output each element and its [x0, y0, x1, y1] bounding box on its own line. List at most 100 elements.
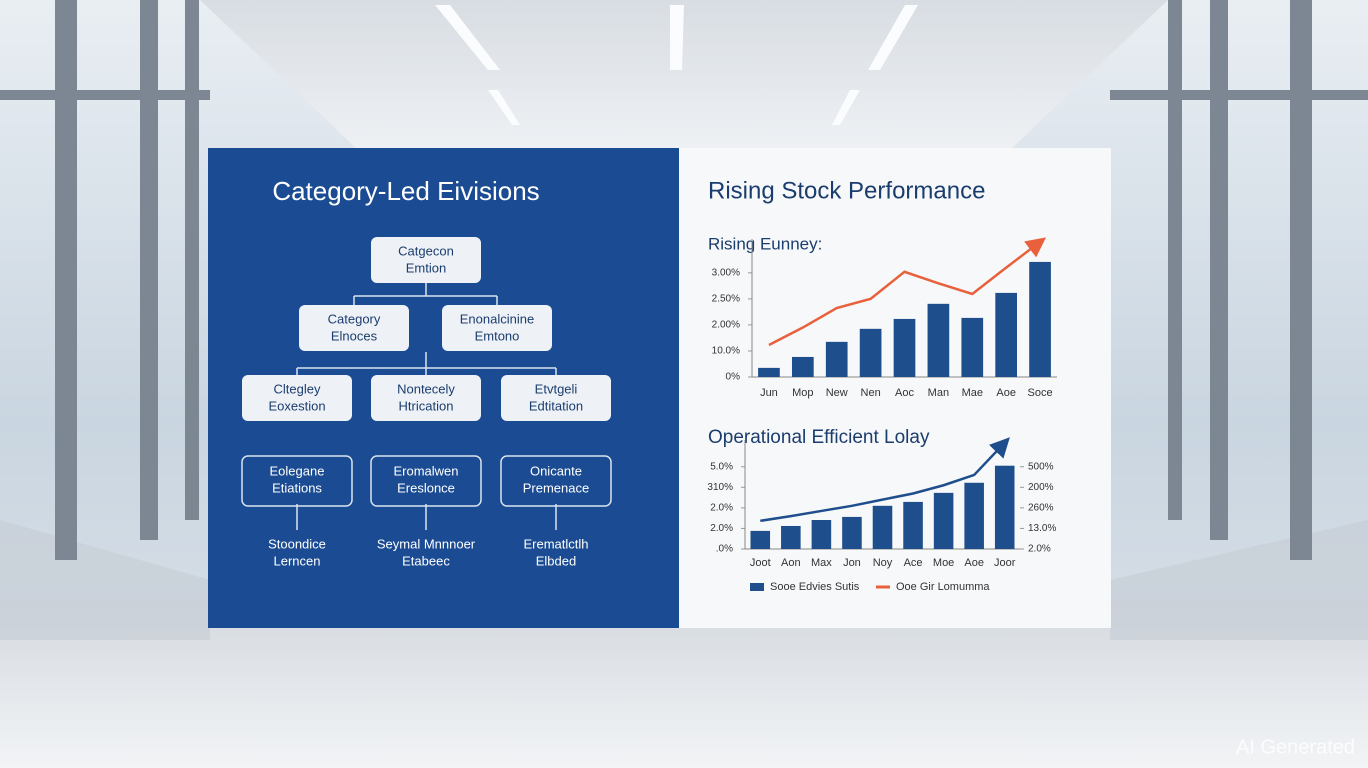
- node-label: Eoxestion: [268, 398, 325, 413]
- leaf-label: Erematlctlh: [523, 536, 588, 551]
- line: [760, 437, 1010, 523]
- watermark: AI Generated: [1236, 736, 1355, 758]
- node-box: [501, 375, 611, 421]
- bar: [961, 317, 984, 377]
- node-box: [442, 305, 552, 351]
- bar: [825, 341, 848, 377]
- node-label: Eromalwen: [393, 463, 458, 478]
- diagram-title: Category-Led Eivisions: [272, 176, 539, 206]
- leaf-label: Seymal Mnnnoer: [377, 536, 476, 551]
- bar: [1029, 261, 1051, 377]
- leaf-label: Elbded: [536, 553, 576, 568]
- node-label: Etvtgeli: [535, 381, 578, 396]
- bar: [872, 505, 893, 549]
- legend-label: Ooe Gir Lomumma: [896, 581, 990, 593]
- node-label: Ereslonce: [397, 480, 455, 495]
- x-tick-label: Mae: [962, 387, 983, 399]
- x-tick-label: Aoc: [895, 387, 914, 399]
- x-tick-label: Nen: [861, 387, 881, 399]
- node-box: [371, 237, 481, 283]
- node-label: Emtion: [406, 260, 446, 275]
- y2-tick-label: 2.0%: [1028, 544, 1051, 555]
- x-tick-label: Jon: [843, 557, 861, 569]
- node-box: [299, 305, 409, 351]
- connectors: [296, 283, 557, 530]
- y-tick-label: 2.00%: [712, 320, 740, 331]
- node-label: Htrication: [399, 398, 454, 413]
- node-box: [370, 455, 482, 507]
- y-tick-label: 310%: [707, 482, 733, 493]
- ceiling: [200, 0, 1168, 150]
- bar: [791, 356, 814, 377]
- y-tick-label: 0%: [726, 372, 741, 383]
- x-tick-label: Aoe: [996, 387, 1016, 399]
- y-tick-label: 3.00%: [712, 267, 740, 278]
- diagram: Catgecon Emtion Category Elnoces Enonalcinin…: [241, 237, 612, 568]
- node-label: Cltegley: [274, 381, 321, 396]
- x-tick-label: Soce: [1028, 387, 1053, 399]
- bar: [903, 501, 923, 549]
- chart-title: Operational Efficient Lolay: [708, 427, 930, 448]
- node-label: Enonalcinine: [460, 311, 534, 326]
- x-tick-label: Ace: [904, 557, 923, 569]
- node-box: [242, 375, 352, 421]
- node-label: Premenace: [523, 480, 589, 495]
- node-label: Eolegane: [270, 463, 325, 478]
- bar: [893, 318, 916, 377]
- node-label: Onicante: [530, 463, 582, 478]
- node-label: Emtono: [475, 328, 520, 343]
- node-label: Elnoces: [331, 328, 378, 343]
- x-tick-label: Max: [811, 557, 832, 569]
- x-tick-label: Aon: [781, 557, 801, 569]
- bar: [758, 367, 780, 377]
- charts: Rising Stock Performance Rising Eunney: 0%…: [707, 177, 1057, 593]
- leaf-label: Stoondice: [268, 536, 326, 551]
- node-box: [371, 375, 481, 421]
- bar: [994, 465, 1015, 549]
- node-box: [500, 455, 612, 507]
- legend-swatch: [750, 583, 764, 591]
- node-label: Etiations: [272, 480, 322, 495]
- y-tick-label: .0%: [716, 544, 733, 555]
- bar: [964, 482, 984, 549]
- bar: [933, 492, 954, 549]
- node-label: Nontecely: [397, 381, 455, 396]
- bar: [750, 530, 771, 549]
- node-label: Catgecon: [398, 243, 454, 258]
- floor: [0, 600, 1368, 768]
- bar: [842, 516, 862, 549]
- bar: [811, 520, 832, 549]
- y-tick-label: 10.0%: [712, 346, 740, 357]
- y2-tick-label: 13.0%: [1028, 523, 1056, 534]
- y-tick-label: 2.0%: [710, 503, 733, 514]
- x-tick-label: Aoe: [964, 557, 984, 569]
- x-tick-label: Man: [928, 387, 949, 399]
- x-tick-label: Jun: [760, 387, 778, 399]
- y2-tick-label: 500%: [1028, 461, 1054, 472]
- x-tick-label: Noy: [873, 557, 893, 569]
- bar: [995, 292, 1018, 377]
- leaf-label: Lerncen: [274, 553, 321, 568]
- chart-title: Rising Stock Performance: [708, 177, 985, 204]
- bar: [859, 328, 882, 377]
- legend-label: Sooe Edvies Sutis: [770, 581, 860, 593]
- ceiling-lights: [435, 5, 918, 125]
- y2-tick-label: 200%: [1028, 482, 1054, 493]
- chart-subtitle: Rising Eunney:: [708, 234, 822, 253]
- y2-tick-label: 260%: [1028, 503, 1054, 514]
- bar: [927, 303, 950, 377]
- x-tick-label: New: [826, 387, 848, 399]
- node-label: Category: [328, 311, 381, 326]
- node-box: [241, 455, 353, 507]
- y-tick-label: 2.0%: [710, 523, 733, 534]
- y-tick-label: 2.50%: [712, 294, 740, 305]
- x-tick-label: Moe: [933, 557, 954, 569]
- leaf-label: Etabeec: [402, 553, 450, 568]
- bar: [781, 525, 801, 549]
- floor-reflection: [0, 520, 210, 640]
- node-label: Edtitation: [529, 398, 583, 413]
- x-tick-label: Mop: [792, 387, 813, 399]
- window-frames: [0, 0, 1368, 560]
- line: [768, 237, 1047, 347]
